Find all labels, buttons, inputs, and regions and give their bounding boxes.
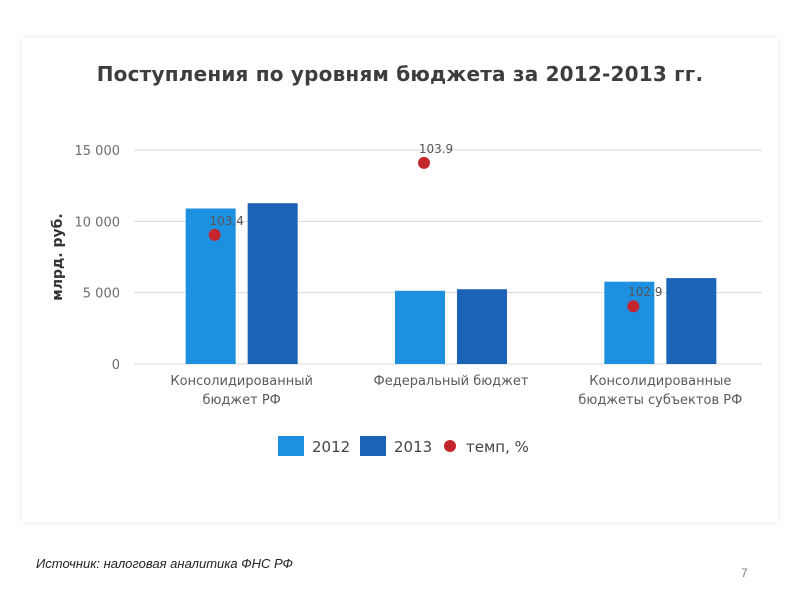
y-tick-label: 10 000 [75, 215, 121, 230]
y-tick-label: 15 000 [75, 144, 121, 159]
category-label: Федеральный бюджет [374, 374, 529, 389]
rate-label: 103.9 [419, 142, 453, 156]
y-tick-label: 5 000 [83, 287, 120, 302]
rate-marker [208, 228, 221, 241]
rate-marker [418, 156, 430, 169]
y-axis-label: млрд. руб. [50, 213, 66, 300]
bar-2013-1 [457, 289, 507, 364]
legend-swatch-2013 [360, 436, 386, 456]
rate-label: 102.9 [628, 285, 662, 299]
bar-2013-0 [247, 203, 298, 364]
source-note: Источник: налоговая аналитика ФНС РФ [36, 556, 293, 571]
legend-label: 2012 [312, 438, 350, 456]
legend-marker-rate [444, 440, 456, 452]
bar-2013-2 [666, 278, 717, 364]
category-label: бюджеты субъектов РФ [578, 393, 742, 408]
bar-2012-1 [395, 290, 445, 364]
rate-marker [627, 300, 640, 313]
chart-title: Поступления по уровням бюджета за 2012-2… [96, 62, 704, 86]
y-tick-label: 0 [112, 358, 120, 373]
rate-label: 103.4 [209, 214, 243, 228]
legend-label: 2013 [394, 438, 432, 456]
legend-swatch-2012 [278, 436, 304, 456]
category-label: бюджет РФ [202, 393, 280, 408]
category-label: Консолидированный [170, 374, 313, 389]
bar-2012-2 [604, 281, 655, 364]
legend-label: темп, % [466, 438, 529, 456]
page-number: 7 [741, 566, 748, 580]
chart-panel [22, 38, 778, 522]
category-label: Консолидированные [589, 374, 731, 389]
